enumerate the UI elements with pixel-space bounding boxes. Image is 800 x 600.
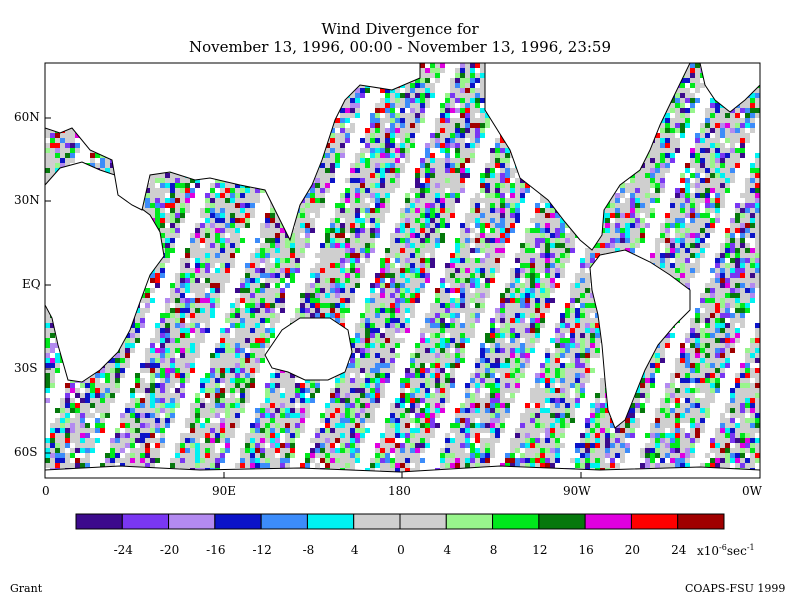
colorbar-swatch-5 bbox=[306, 513, 355, 530]
colorbar-tick-label: -16 bbox=[206, 543, 226, 557]
colorbar-swatch-0 bbox=[75, 513, 123, 530]
colorbar-swatch-12 bbox=[630, 513, 679, 530]
lon-label-180: 180 bbox=[388, 484, 411, 498]
lon-label-0: 0 bbox=[42, 484, 50, 498]
colorbar-tick-label: 4 bbox=[443, 543, 452, 557]
colorbar-tick-label: -24 bbox=[113, 543, 133, 557]
colorbar-swatch-9 bbox=[492, 513, 540, 530]
colorbar-swatch-4 bbox=[260, 513, 308, 530]
colorbar-tick-label: 8 bbox=[489, 543, 498, 557]
africa-land bbox=[45, 161, 165, 383]
south-america-land bbox=[589, 249, 691, 429]
colorbar bbox=[75, 513, 725, 530]
lon-label-90e: 90E bbox=[212, 484, 237, 498]
colorbar-swatch-2 bbox=[168, 513, 216, 530]
colorbar-tick-label: -12 bbox=[252, 543, 272, 557]
colorbar-units: x10-6sec-1 bbox=[697, 543, 755, 558]
lat-label-60n: 60N bbox=[14, 110, 40, 124]
colorbar-swatch-1 bbox=[121, 513, 170, 530]
colorbar-tick-label: 0 bbox=[397, 543, 405, 557]
australia-land bbox=[264, 317, 353, 381]
lon-label-0w: 0W bbox=[742, 484, 762, 498]
colorbar-swatch-8 bbox=[445, 513, 494, 530]
map-title-line1: Wind Divergence for bbox=[321, 20, 479, 38]
colorbar-swatch-7 bbox=[399, 513, 447, 530]
colorbar-tick-label: 20 bbox=[624, 543, 641, 557]
footer-author: Grant bbox=[10, 582, 43, 595]
colorbar-swatch-3 bbox=[214, 513, 262, 530]
north-america-land bbox=[484, 63, 691, 251]
greenland-land bbox=[699, 63, 760, 113]
colorbar-tick-label: -20 bbox=[159, 543, 180, 557]
map-title-line2: November 13, 1996, 00:00 - November 13, … bbox=[188, 38, 612, 56]
colorbar-swatch-11 bbox=[584, 513, 632, 530]
colorbar-swatch-13 bbox=[677, 513, 725, 530]
eurasia-land bbox=[45, 63, 421, 242]
colorbar-tick-label: -8 bbox=[302, 543, 315, 557]
lat-label-eq: EQ bbox=[22, 277, 41, 291]
axis-ticks bbox=[44, 117, 761, 478]
lon-label-90w: 90W bbox=[563, 484, 591, 498]
lat-label-30n: 30N bbox=[14, 193, 40, 207]
lat-label-60s: 60S bbox=[14, 445, 38, 459]
footer-credit: COAPS-FSU 1999 bbox=[685, 582, 786, 595]
colorbar-tick-label: 24 bbox=[671, 543, 687, 557]
colorbar-tick-label: 16 bbox=[578, 543, 594, 557]
lat-label-30s: 30S bbox=[14, 361, 38, 375]
colorbar-swatch-6 bbox=[353, 513, 401, 530]
colorbar-tick-label: 12 bbox=[532, 543, 548, 557]
colorbar-swatch-10 bbox=[538, 513, 586, 530]
colorbar-tick-label: 4 bbox=[350, 543, 359, 557]
